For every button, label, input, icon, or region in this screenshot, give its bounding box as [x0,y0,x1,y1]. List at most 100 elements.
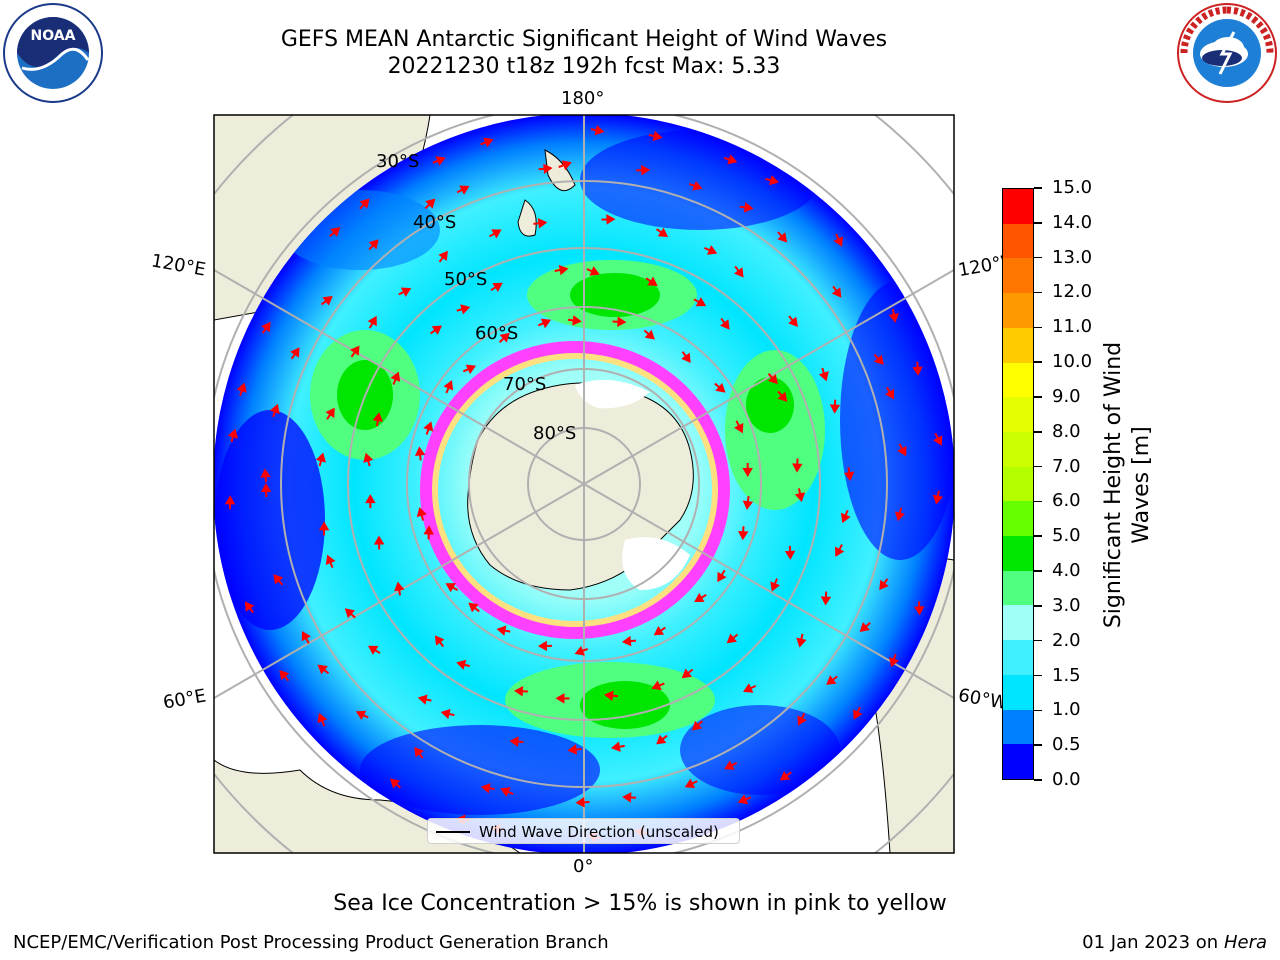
colorbar-tick-label: 7.0 [1052,455,1081,477]
wave-arrow-head [350,345,360,356]
wave-arrow-head [797,715,807,726]
wave-arrow-head [368,239,379,250]
wave-arrow-head [726,633,737,644]
wave-arrow-head [325,407,335,418]
colorbar-segment [1003,501,1033,537]
wave-arrow-head [567,744,578,755]
wave-arrow-head [656,734,667,745]
wave-arrow-head [480,783,491,794]
wave-arrow-head [589,266,600,276]
wave-arrow-head [826,675,837,685]
noaa-logo-text: NOAA [31,28,76,44]
wave-arrow-head [604,690,614,701]
colorbar-tick-label: 10.0 [1052,351,1093,373]
wave-arrow-head [737,530,749,541]
colorbar-segment [1003,293,1033,328]
weddell-ice [622,537,690,590]
colorbar-segment [1003,570,1033,606]
colorbar-segment [1003,397,1033,432]
colorbar-tick-label: 13.0 [1052,246,1093,268]
wave-arrow-head [325,554,336,565]
chart-title: GEFS MEAN Antarctic Significant Height o… [280,27,888,52]
colorbar-tick-label: 5.0 [1052,525,1081,547]
lat-label-60s: 60°S [475,323,519,344]
wave-arrow-head [706,245,718,255]
colorbar-segment [1003,431,1033,467]
wave-arrow-head [236,382,247,393]
wave-arrow-head [859,622,870,633]
colorbar-tick-label: 15.0 [1052,177,1093,198]
wave-arrow-head [843,471,855,482]
wave-arrow-head [932,435,943,446]
colorbar-tick [1034,500,1042,503]
wave-arrow-head [829,404,841,414]
wave-arrow-head [456,659,467,670]
nws-logo-icon [1177,3,1277,103]
colorbar-segment [1003,674,1033,710]
map-legend: Wind Wave Direction (unscaled) [427,818,740,844]
colorbar-tick [1034,326,1042,329]
wave-arrow-head [719,319,730,330]
lat-label-30s: 30°S [376,151,420,172]
colorbar-tick-label: 3.0 [1052,594,1081,616]
lat-label-40s: 40°S [413,212,457,233]
colorbar-tick-label: 0.0 [1052,769,1081,790]
wave-arrow-head [796,637,807,648]
wave-arrow-head [261,321,271,333]
wave-arrow-head [897,445,907,457]
wave-arrow-head [820,596,832,606]
wave-arrow-head [912,366,923,376]
sea-ice-ring [420,341,730,639]
wave-arrow-head [692,180,703,191]
wave-arrow-head [318,521,330,531]
colorbar-tick [1034,222,1042,224]
wave-arrow-head [840,512,851,524]
colorbar-title: Significant Height of Wind Waves [m] [1101,341,1154,629]
wave-arrow-head [269,403,280,414]
lon-label-180: 180° [561,88,605,109]
wave-arrow-head [290,347,300,358]
wave-arrow-head [647,276,658,286]
wave-arrow-head [322,295,333,306]
colorbar-tick [1034,639,1042,642]
wave-arrow-head [400,287,412,297]
wave-arrow-head [894,511,906,522]
wave-arrow-head [367,645,379,655]
colorbar-tick [1034,291,1042,294]
wave-arrow-head [769,175,780,186]
colorbar-tick-label: 9.0 [1052,385,1081,407]
wave-arrow-head [513,686,524,697]
colorbar-tick [1034,605,1042,607]
colorbar-tick-label: 4.0 [1052,560,1081,582]
wave-arrow-head [727,154,738,165]
legend-line-swatch [436,831,470,833]
lon-label-0: 0° [573,856,594,877]
wave-arrow-head [622,792,632,803]
lat-label-80s: 80°S [533,423,577,444]
wave-arrow-head [500,787,511,797]
lat-label-70s: 70°S [503,374,547,395]
wave-arrow-head [641,164,651,176]
wave-arrow-head [691,720,703,731]
wave-arrow-head [367,315,377,327]
wave-arrow-head [737,794,749,805]
wave-arrow-head [492,282,503,292]
wave-arrow-head [260,483,272,493]
wave-arrow-head [574,645,585,656]
wave-arrow-head [788,316,798,327]
wave-arrow-head [499,332,510,343]
wave-arrow-head [438,250,448,262]
colorbar-tick [1034,744,1042,746]
wave-arrow-head [414,746,424,758]
wave-arrow-head [537,640,548,652]
colorbar-segment [1003,327,1033,363]
wave-arrow-head [414,446,426,457]
wave-arrow-head [777,391,788,402]
colorbar-segment [1003,223,1033,259]
wave-arrow-head [833,236,843,247]
chart-subtitle: 20221230 t18z 192h fcst Max: 5.33 [387,54,781,79]
wave-arrow-head [483,137,494,148]
wave-arrow-head [558,264,569,276]
colorbar-tick [1034,465,1042,468]
